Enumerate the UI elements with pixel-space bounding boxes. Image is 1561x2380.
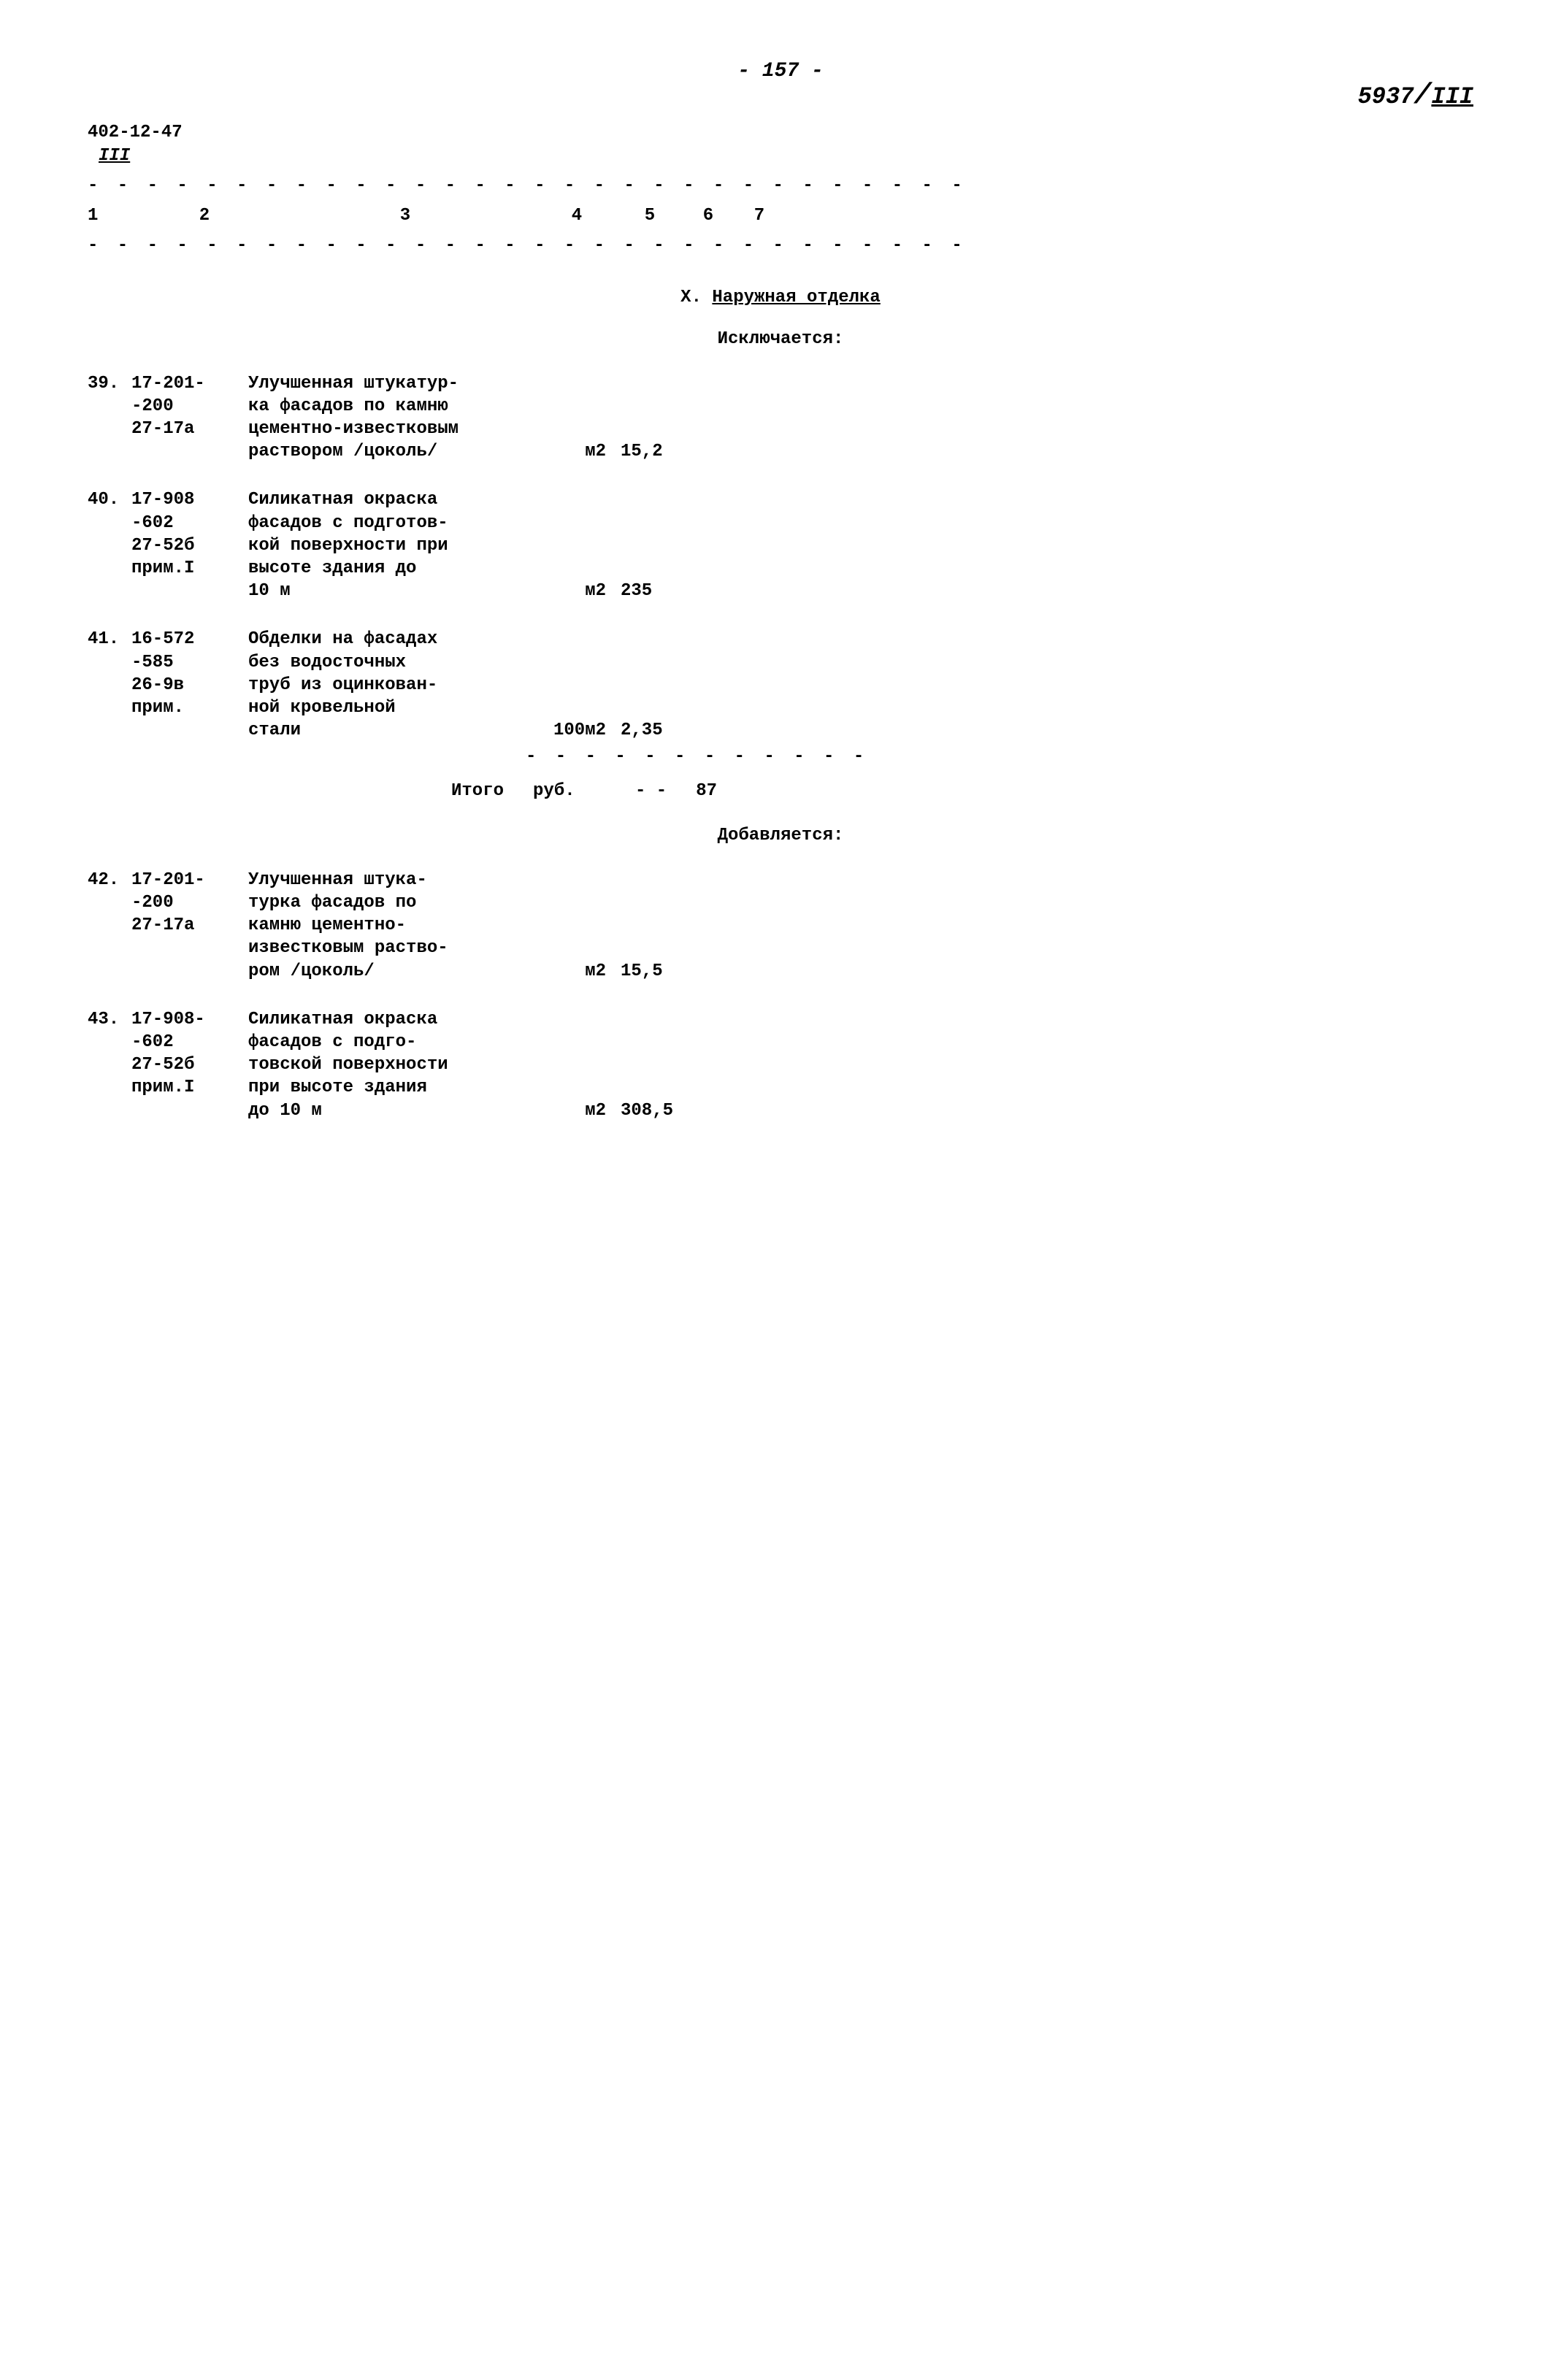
section-title: X. Наружная отделка bbox=[88, 286, 1473, 309]
total-value: 87 bbox=[681, 780, 717, 802]
code-line: 16-572 bbox=[131, 628, 248, 650]
entry-code: 17-201- -200 27-17а bbox=[131, 869, 248, 983]
column-headers: 1 2 3 4 5 6 7 bbox=[88, 204, 1473, 227]
entry-value: 15,5 bbox=[621, 869, 663, 983]
entry-desc: Улучшенная штука- турка фасадов по камню… bbox=[248, 869, 533, 983]
total-row: Итого руб. - - 87 bbox=[88, 780, 1473, 802]
code-line: -602 bbox=[131, 512, 248, 534]
entry-code: 17-201- -200 27-17а bbox=[131, 372, 248, 464]
col-3: 3 bbox=[277, 204, 533, 227]
total-label: Итого bbox=[88, 780, 533, 802]
doc-ref-left: 402-12-47 III bbox=[88, 121, 183, 166]
entry-desc: Обделки на фасадах без водосточных труб … bbox=[248, 628, 533, 742]
dash-line-top: - - - - - - - - - - - - - - - - - - - - … bbox=[88, 174, 1473, 197]
entry-value: 15,2 bbox=[621, 372, 663, 464]
code-line: прим.I bbox=[131, 1076, 248, 1099]
entry-code: 17-908 -602 27-52б прим.I bbox=[131, 488, 248, 602]
dash-line-partial: - - - - - - - - - - - - bbox=[526, 745, 1473, 768]
entry-42: 42. 17-201- -200 27-17а Улучшенная штука… bbox=[88, 869, 1473, 983]
entry-num: 42. bbox=[88, 869, 131, 983]
code-line: прим. bbox=[131, 696, 248, 719]
section-num: X. bbox=[680, 288, 702, 307]
code-line: -585 bbox=[131, 651, 248, 674]
code-line: 27-17а bbox=[131, 418, 248, 440]
entry-desc: Силикатная окраска фасадов с подго- товс… bbox=[248, 1008, 533, 1122]
entry-num: 39. bbox=[88, 372, 131, 464]
doc-ref-left-sub: III bbox=[99, 145, 183, 167]
entry-desc: Улучшенная штукатур- ка фасадов по камню… bbox=[248, 372, 533, 464]
total-unit: руб. bbox=[533, 780, 621, 802]
entry-unit: 100м2 bbox=[533, 628, 621, 742]
entry-41: 41. 16-572 -585 26-9в прим. Обделки на ф… bbox=[88, 628, 1473, 742]
entry-value: 235 bbox=[621, 488, 652, 602]
section-text: Наружная отделка bbox=[712, 288, 880, 307]
col-7: 7 bbox=[737, 204, 781, 227]
doc-ref-right-sub: III bbox=[1431, 83, 1473, 110]
code-line: 26-9в bbox=[131, 674, 248, 696]
code-line: 27-17а bbox=[131, 914, 248, 937]
col-2: 2 bbox=[131, 204, 277, 227]
subheading-adds: Добавляется: bbox=[88, 824, 1473, 847]
doc-ref-right: 5937/III bbox=[1358, 77, 1473, 166]
doc-ref-right-main: 5937 bbox=[1358, 83, 1414, 110]
col-5: 5 bbox=[621, 204, 679, 227]
entry-unit: м2 bbox=[533, 1008, 621, 1122]
header-row: 402-12-47 III 5937/III bbox=[88, 121, 1473, 166]
code-line: 27-52б bbox=[131, 1053, 248, 1076]
code-line: прим.I bbox=[131, 557, 248, 580]
page-number: - 157 - bbox=[88, 58, 1473, 85]
code-line: -200 bbox=[131, 395, 248, 418]
entry-num: 40. bbox=[88, 488, 131, 602]
col-6: 6 bbox=[679, 204, 737, 227]
code-line: 17-908- bbox=[131, 1008, 248, 1031]
entry-num: 41. bbox=[88, 628, 131, 742]
code-line: 17-908 bbox=[131, 488, 248, 511]
entry-unit: м2 bbox=[533, 488, 621, 602]
entry-unit: м2 bbox=[533, 869, 621, 983]
entry-43: 43. 17-908- -602 27-52б прим.I Силикатна… bbox=[88, 1008, 1473, 1122]
code-line: -200 bbox=[131, 891, 248, 914]
entry-code: 17-908- -602 27-52б прим.I bbox=[131, 1008, 248, 1122]
code-line: -602 bbox=[131, 1031, 248, 1053]
col-1: 1 bbox=[88, 204, 131, 227]
entry-value: 2,35 bbox=[621, 628, 663, 742]
code-line: 17-201- bbox=[131, 372, 248, 395]
entry-code: 16-572 -585 26-9в прим. bbox=[131, 628, 248, 742]
doc-ref-left-main: 402-12-47 bbox=[88, 121, 183, 144]
subheading-excludes: Исключается: bbox=[88, 328, 1473, 350]
col-4: 4 bbox=[533, 204, 621, 227]
entry-unit: м2 bbox=[533, 372, 621, 464]
entry-desc: Силикатная окраска фасадов с подготов- к… bbox=[248, 488, 533, 602]
code-line: 17-201- bbox=[131, 869, 248, 891]
entry-39: 39. 17-201- -200 27-17а Улучшенная штука… bbox=[88, 372, 1473, 464]
entry-value: 308,5 bbox=[621, 1008, 673, 1122]
entry-num: 43. bbox=[88, 1008, 131, 1122]
dash-line-bottom: - - - - - - - - - - - - - - - - - - - - … bbox=[88, 234, 1473, 257]
total-dashes: - - bbox=[621, 780, 681, 802]
code-line: 27-52б bbox=[131, 534, 248, 557]
entry-40: 40. 17-908 -602 27-52б прим.I Силикатная… bbox=[88, 488, 1473, 602]
